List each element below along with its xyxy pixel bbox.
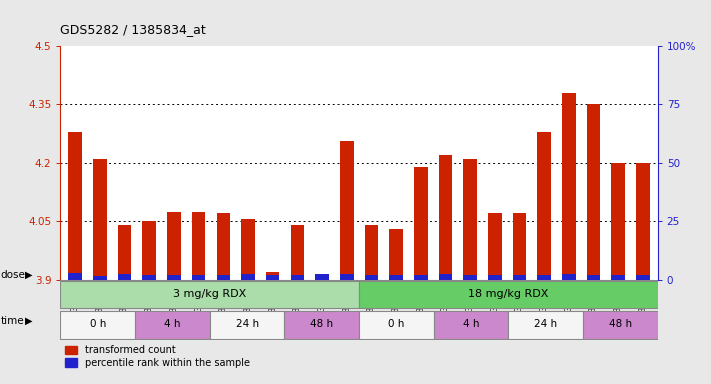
Bar <box>365 275 378 280</box>
Bar <box>464 159 477 280</box>
Bar <box>434 311 508 339</box>
Bar <box>241 274 255 280</box>
Bar <box>217 275 230 280</box>
Bar <box>340 274 353 280</box>
Text: 0 h: 0 h <box>388 319 405 329</box>
Bar <box>488 275 501 280</box>
Bar <box>315 274 328 280</box>
Text: 24 h: 24 h <box>534 319 557 329</box>
Text: time: time <box>1 316 24 326</box>
Bar <box>562 93 576 280</box>
Bar <box>538 132 551 280</box>
Bar <box>118 274 132 280</box>
Bar <box>284 311 359 339</box>
Bar <box>142 221 156 280</box>
Bar <box>636 163 650 280</box>
Bar <box>390 275 403 280</box>
Bar <box>359 311 434 339</box>
Text: 4 h: 4 h <box>463 319 479 329</box>
Bar <box>60 281 359 308</box>
Bar <box>93 159 107 280</box>
Bar <box>68 273 82 280</box>
Bar <box>414 167 427 280</box>
Bar <box>513 214 526 280</box>
Bar <box>315 276 328 280</box>
Bar <box>587 104 600 280</box>
Bar <box>583 311 658 339</box>
Bar <box>611 163 625 280</box>
Bar <box>587 275 600 280</box>
Text: 24 h: 24 h <box>235 319 259 329</box>
Text: 0 h: 0 h <box>90 319 106 329</box>
Bar <box>340 141 353 280</box>
Bar <box>60 311 135 339</box>
Bar <box>464 275 477 280</box>
Bar <box>118 225 132 280</box>
Bar <box>508 311 583 339</box>
Bar <box>611 275 625 280</box>
Bar <box>562 274 576 280</box>
Text: ▶: ▶ <box>25 270 33 280</box>
Bar <box>359 281 658 308</box>
Text: 4 h: 4 h <box>164 319 181 329</box>
Bar <box>266 272 279 280</box>
Bar <box>192 212 205 280</box>
Bar <box>266 275 279 280</box>
Bar <box>636 275 650 280</box>
Bar <box>210 311 284 339</box>
Text: GDS5282 / 1385834_at: GDS5282 / 1385834_at <box>60 23 206 36</box>
Bar <box>167 212 181 280</box>
Bar <box>142 275 156 280</box>
Bar <box>390 229 403 280</box>
Text: 18 mg/kg RDX: 18 mg/kg RDX <box>468 289 549 299</box>
Bar <box>291 275 304 280</box>
Bar <box>217 214 230 280</box>
Bar <box>513 275 526 280</box>
Bar <box>439 274 452 280</box>
Text: 48 h: 48 h <box>310 319 333 329</box>
Bar <box>414 275 427 280</box>
Bar <box>538 275 551 280</box>
Bar <box>68 132 82 280</box>
Bar <box>488 214 501 280</box>
Bar <box>439 155 452 280</box>
Text: 48 h: 48 h <box>609 319 632 329</box>
Text: dose: dose <box>1 270 26 280</box>
Bar <box>93 276 107 280</box>
Bar <box>167 275 181 280</box>
Legend: transformed count, percentile rank within the sample: transformed count, percentile rank withi… <box>65 345 250 368</box>
Bar <box>291 225 304 280</box>
Bar <box>241 219 255 280</box>
Text: ▶: ▶ <box>25 316 33 326</box>
Bar <box>365 225 378 280</box>
Bar <box>192 275 205 280</box>
Text: 3 mg/kg RDX: 3 mg/kg RDX <box>173 289 247 299</box>
Bar <box>135 311 210 339</box>
